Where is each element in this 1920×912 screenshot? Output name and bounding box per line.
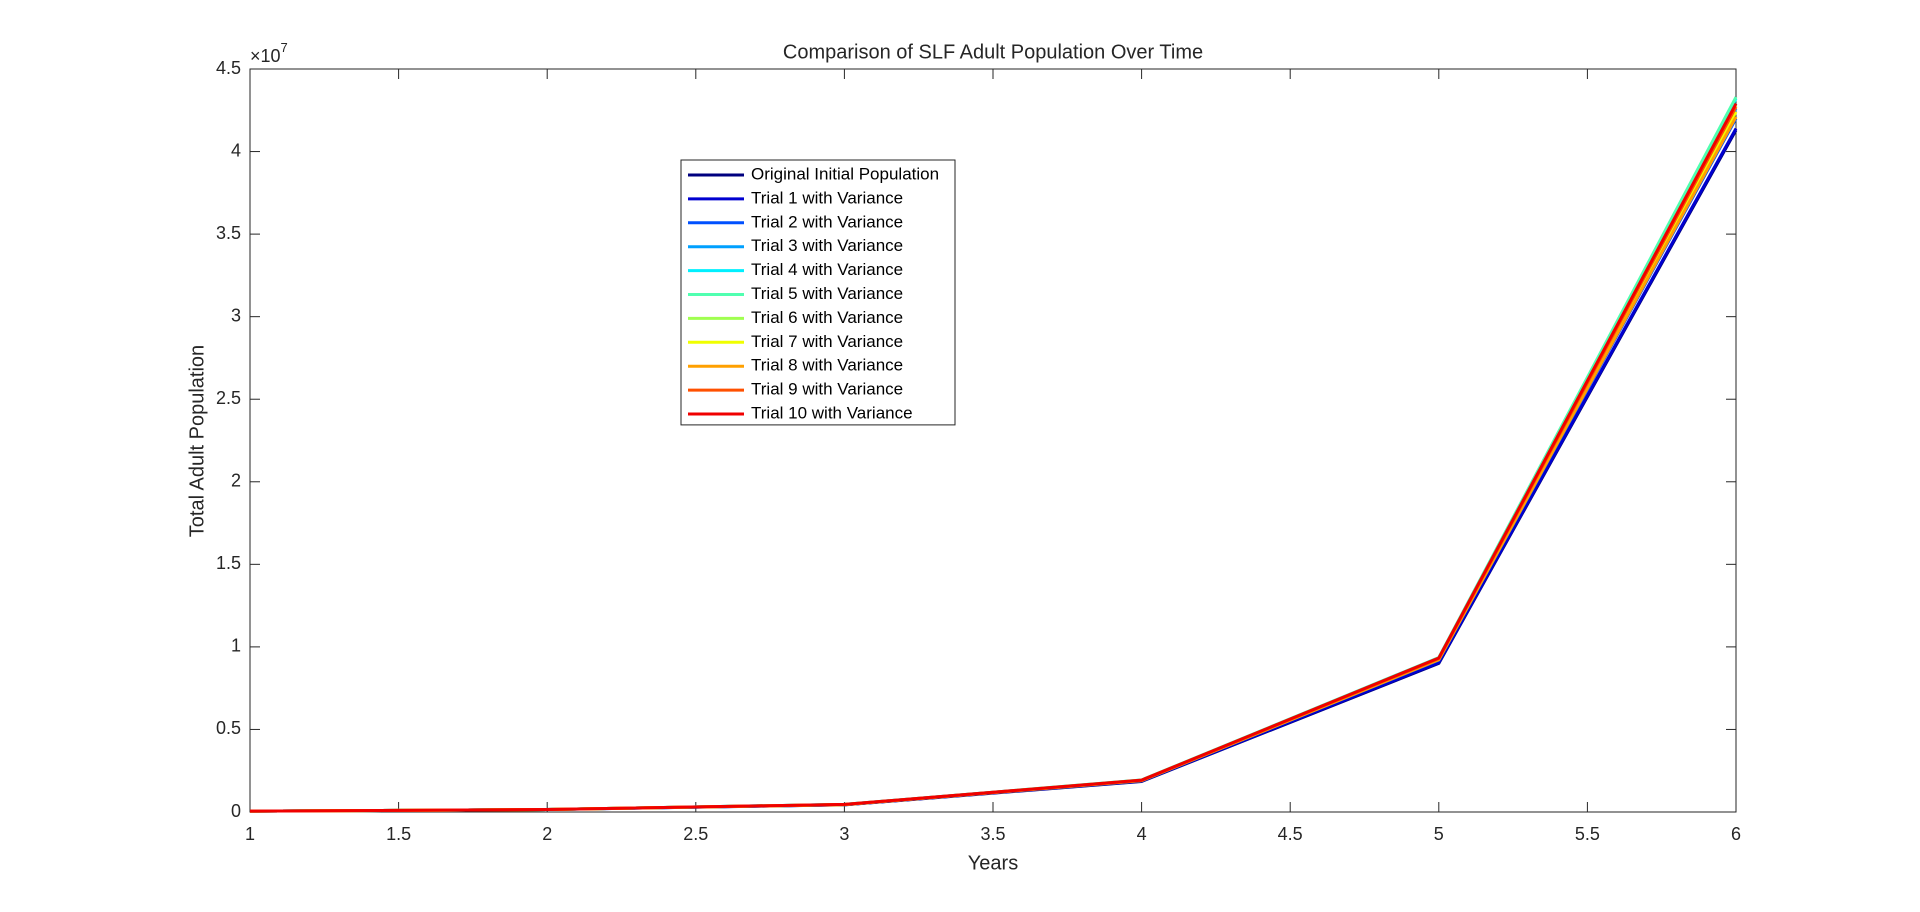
chart-title: Comparison of SLF Adult Population Over … [783, 41, 1203, 63]
x-tick-label: 4 [1137, 824, 1147, 844]
legend-label: Trial 7 with Variance [751, 332, 903, 351]
x-tick-label: 4.5 [1278, 824, 1303, 844]
x-axis-label: Years [968, 852, 1018, 874]
legend-label: Trial 9 with Variance [751, 380, 903, 399]
series-line [249, 98, 1738, 813]
legend-label: Trial 1 with Variance [751, 188, 903, 207]
y-tick-label: 2 [231, 471, 241, 491]
y-tick-label: 4 [231, 140, 241, 160]
y-tick-label: 4.5 [216, 58, 241, 78]
y-multiplier-exponent: 7 [281, 40, 288, 55]
y-tick-label: 3.5 [216, 223, 241, 243]
y-tick-label: 2.5 [216, 388, 241, 408]
legend-box [680, 159, 956, 426]
series-line [249, 106, 1738, 813]
legend-label: Trial 2 with Variance [751, 212, 903, 231]
legend-label: Trial 3 with Variance [751, 236, 903, 255]
legend-label: Trial 6 with Variance [751, 308, 903, 327]
series-line [249, 107, 1738, 813]
y-multiplier-base: ×10 [250, 46, 281, 66]
y-tick-label: 0.5 [216, 718, 241, 738]
series-line [249, 104, 1738, 813]
series-line [249, 117, 1738, 813]
series-line [249, 116, 1738, 813]
legend-label: Trial 5 with Variance [751, 284, 903, 303]
x-tick-label: 1 [245, 824, 255, 844]
x-tick-label: 1.5 [386, 824, 411, 844]
series-line [249, 96, 1738, 813]
y-multiplier: ×107 [250, 40, 288, 65]
x-tick-label: 3.5 [980, 824, 1005, 844]
y-tick-label: 3 [231, 305, 241, 325]
series-line [249, 111, 1738, 813]
x-tick-label: 5.5 [1575, 824, 1600, 844]
y-tick-label: 0 [231, 801, 241, 821]
x-tick-label: 3 [839, 824, 849, 844]
series-line [249, 127, 1738, 813]
legend-label: Original Initial Population [751, 164, 939, 183]
y-tick-label: 1.5 [216, 553, 241, 573]
legend-label: Trial 8 with Variance [751, 356, 903, 375]
y-axis-label: Total Adult Population [186, 345, 208, 537]
x-tick-label: 2 [542, 824, 552, 844]
series-line [249, 102, 1738, 813]
legend-label: Trial 4 with Variance [751, 260, 903, 279]
x-tick-label: 6 [1731, 824, 1741, 844]
legend-label: Trial 10 with Variance [751, 403, 913, 422]
x-tick-label: 2.5 [683, 824, 708, 844]
axes-box [249, 68, 1737, 813]
series-line [249, 129, 1738, 813]
y-tick-label: 1 [231, 636, 241, 656]
x-tick-label: 5 [1434, 824, 1444, 844]
